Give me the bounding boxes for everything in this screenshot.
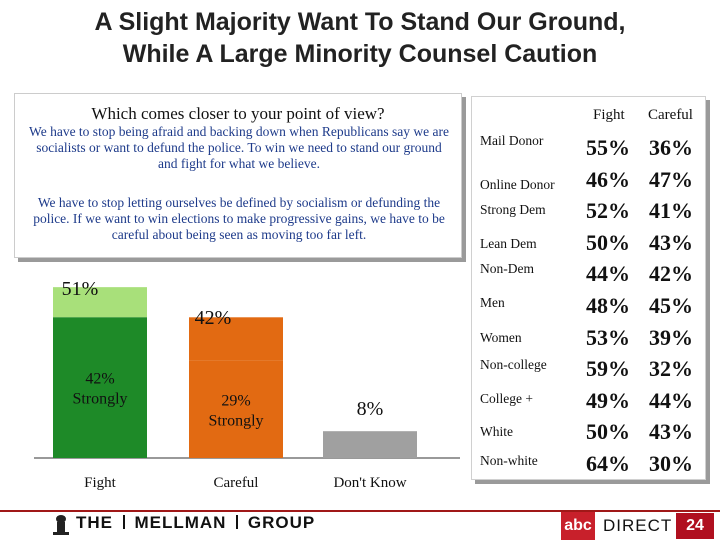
mellman-group: GROUP (247, 513, 316, 532)
careful-value: 41% (649, 198, 693, 224)
careful-value: 36% (649, 135, 693, 160)
label-careful-strongly-pct: 29% (221, 392, 250, 409)
bar-fight-strongly (53, 317, 147, 458)
mellman-sep-2 (236, 515, 239, 529)
bar-fight-soft (53, 287, 147, 318)
row-label: White (480, 424, 513, 440)
fight-value: 53% (586, 324, 630, 350)
careful-value: 39% (649, 324, 693, 350)
option-fight-text: We have to stop being afraid and backing… (29, 124, 449, 171)
mellman-sep-1 (122, 515, 125, 529)
careful-value: 45% (649, 293, 693, 318)
mellman-logo-icon (53, 515, 69, 535)
title-line-2: While A Large Minority Counsel Caution (122, 40, 598, 68)
mellman-group-logo: THE MELLMAN GROUP (76, 513, 315, 533)
fight-value: 49% (586, 387, 630, 413)
careful-value: 44% (649, 387, 693, 413)
row-label: Non-white (480, 453, 538, 468)
label-careful-strongly-word: Strongly (208, 412, 263, 429)
row-label: Online Donor (480, 176, 555, 192)
label-fight-total: 51% (62, 278, 99, 300)
category-label-don-t-know: Don't Know (333, 475, 406, 491)
bar-chart: 42% Strongly 51% Fight 29% Strongly 42% Careful… (34, 278, 460, 491)
row-label: Men (480, 295, 505, 310)
page-number: 24 (676, 513, 714, 539)
subgroup-table: Fight Careful Mail Donor 55% 36% Online Don… (471, 96, 706, 480)
category-label-fight: Fight (84, 475, 117, 491)
row-label: College + (480, 390, 533, 406)
fight-value: 50% (586, 419, 630, 445)
question-heading: Which comes closer to your point of view… (91, 104, 385, 123)
label-fight-strongly-pct: 42% (85, 371, 114, 388)
label-careful-total: 42% (195, 307, 232, 329)
careful-value: 43% (649, 419, 693, 445)
category-label-careful: Careful (214, 475, 259, 491)
fight-value: 44% (586, 261, 630, 287)
row-label: Strong Dem (480, 202, 546, 218)
fight-value: 48% (586, 293, 630, 318)
direct-logo-text: DIRECT (603, 516, 673, 535)
row-label: Women (480, 329, 522, 345)
mellman-name: MELLMAN (134, 513, 227, 532)
label-don-t-know-total: 8% (357, 398, 384, 420)
page-title: A Slight Majority Want To Stand Our Grou… (0, 6, 720, 70)
fight-value: 59% (586, 356, 630, 382)
title-line-1: A Slight Majority Want To Stand Our Grou… (94, 8, 626, 36)
question-box: Which comes closer to your point of view… (14, 93, 462, 258)
row-label: Non-Dem (480, 261, 534, 277)
mellman-the: THE (76, 513, 113, 532)
careful-value: 42% (649, 261, 693, 287)
footer-divider (0, 510, 720, 512)
col-header-fight: Fight (593, 107, 625, 123)
fight-value: 50% (586, 229, 630, 255)
fight-value: 46% (586, 166, 630, 192)
careful-value: 32% (649, 356, 693, 382)
careful-value: 47% (649, 166, 693, 192)
bar-careful-soft (189, 317, 283, 361)
careful-value: 43% (649, 229, 693, 255)
fight-value: 64% (586, 451, 630, 476)
abc-logo: abc (561, 512, 595, 540)
option-careful-text: We have to stop letting ourselves be def… (33, 195, 445, 242)
bar-careful-strongly (189, 360, 283, 458)
col-header-careful: Careful (648, 107, 693, 123)
careful-value: 30% (649, 451, 693, 476)
row-label: Mail Donor (480, 133, 544, 148)
row-label: Non-college (480, 357, 547, 373)
bar-don-t-know (323, 431, 417, 458)
label-fight-strongly-word: Strongly (72, 391, 127, 408)
fight-value: 55% (586, 135, 630, 160)
fight-value: 52% (586, 198, 630, 224)
row-label: Lean Dem (480, 235, 537, 251)
